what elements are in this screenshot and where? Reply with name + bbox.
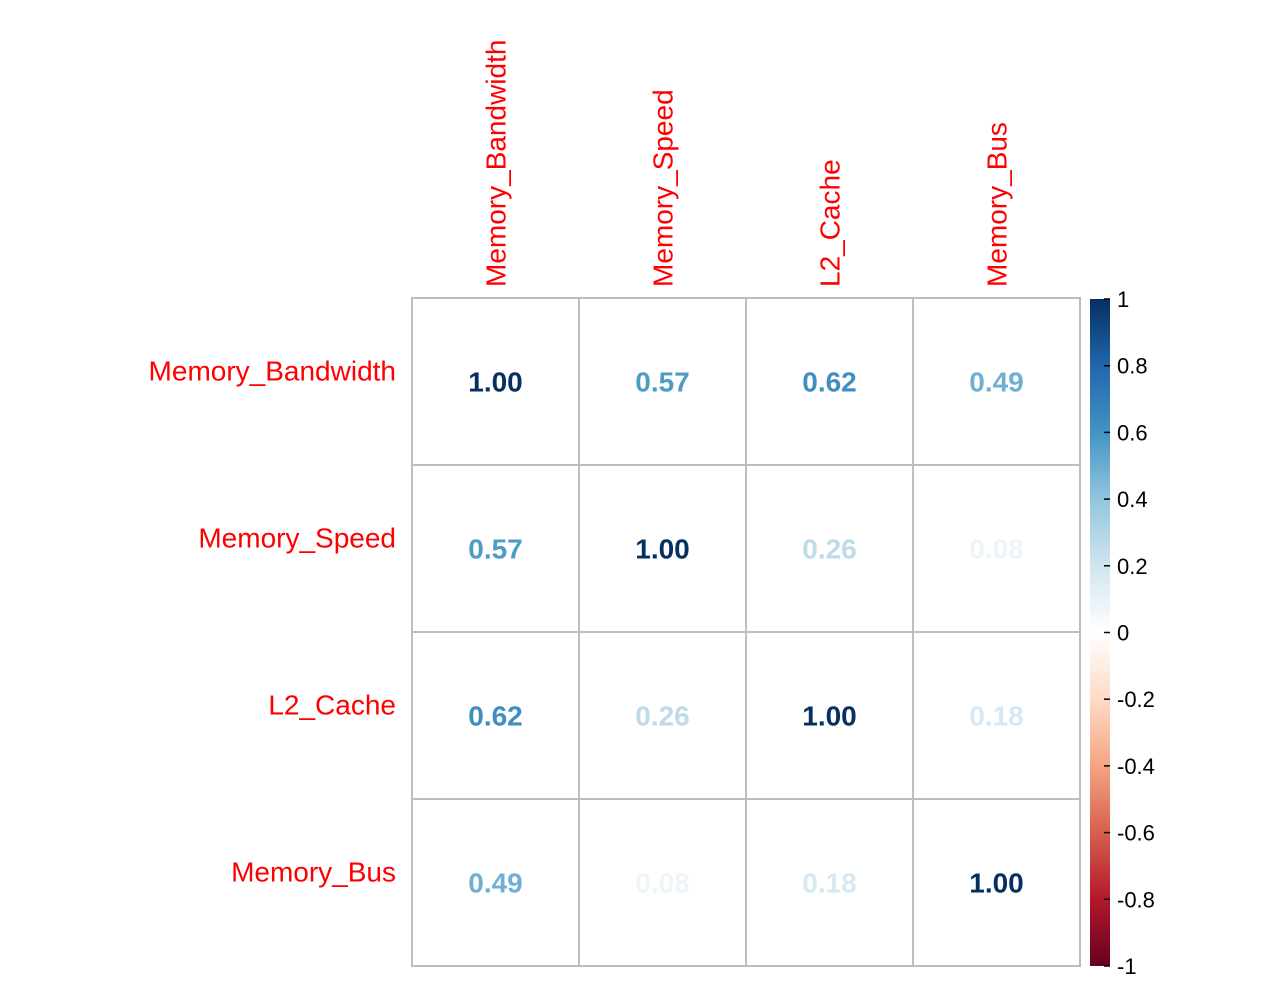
cell-value-label: 0.57 xyxy=(635,367,690,398)
colorbar-tick-label: -0.2 xyxy=(1117,687,1155,712)
row-label: L2_Cache xyxy=(268,690,396,721)
colorbar-tick-label: -1 xyxy=(1117,954,1137,979)
row-label: Memory_Bus xyxy=(231,857,396,888)
colorbar-tick-label: 0 xyxy=(1117,621,1129,646)
column-label: L2_Cache xyxy=(815,159,846,287)
cell-value-label: 0.18 xyxy=(969,701,1024,732)
cell-value-label: 0.26 xyxy=(802,534,857,565)
cell-value-label: 0.57 xyxy=(468,534,523,565)
colorbar-tick-label: 0.2 xyxy=(1117,554,1148,579)
matrix-cell xyxy=(411,297,580,466)
colorbar-tick-label: -0.6 xyxy=(1117,821,1155,846)
matrix-cell xyxy=(578,631,747,800)
matrix-cell xyxy=(411,464,580,633)
column-label: Memory_Bus xyxy=(982,122,1013,287)
colorbar-gradient xyxy=(1090,299,1110,966)
colorbar: 1 0.8 0.6 0.4 0.2 0 -0.2 -0.4 -0.6 -0.8 -1 xyxy=(1090,287,1155,979)
colorbar-tick-label: 0.4 xyxy=(1117,487,1148,512)
matrix-cell xyxy=(912,297,1081,466)
row-label: Memory_Bandwidth xyxy=(149,356,396,387)
matrix-cell xyxy=(411,798,580,967)
cell-value-label: 0.08 xyxy=(635,868,690,899)
matrix-cell xyxy=(912,631,1081,800)
matrix-cell xyxy=(578,464,747,633)
cell-value-label: 0.08 xyxy=(969,534,1024,565)
matrix-cell xyxy=(578,297,747,466)
column-label: Memory_Speed xyxy=(648,89,679,287)
correlation-matrix: 1.00 0.57 0.62 0.49 0.57 1.00 0.26 0.08 0.62 0.26… xyxy=(411,297,1081,967)
cell-value-label: 0.26 xyxy=(635,701,690,732)
column-labels: Memory_Bandwidth Memory_Speed L2_Cache Memo… xyxy=(481,40,1013,287)
matrix-cell xyxy=(578,798,747,967)
cell-value-label: 0.62 xyxy=(802,367,857,398)
cell-value-label: 0.62 xyxy=(468,701,523,732)
cell-value-label: 0.49 xyxy=(468,868,523,899)
column-label: Memory_Bandwidth xyxy=(481,40,512,287)
cell-value-label: 1.00 xyxy=(468,367,523,398)
matrix-cell xyxy=(745,297,914,466)
colorbar-tick-label: -0.4 xyxy=(1117,754,1155,779)
cell-value-label: 0.49 xyxy=(969,367,1024,398)
cell-value-label: 1.00 xyxy=(802,701,857,732)
cell-value-label: 1.00 xyxy=(969,868,1024,899)
matrix-cell xyxy=(912,464,1081,633)
colorbar-tick-label: 0.6 xyxy=(1117,420,1148,445)
cell-value-label: 0.18 xyxy=(802,868,857,899)
cell-value-label: 1.00 xyxy=(635,534,690,565)
row-label: Memory_Speed xyxy=(198,523,396,554)
row-labels: Memory_Bandwidth Memory_Speed L2_Cache Memo… xyxy=(149,356,396,888)
colorbar-tick-label: 0.8 xyxy=(1117,354,1148,379)
matrix-cell xyxy=(912,798,1081,967)
colorbar-tick-label: 1 xyxy=(1117,287,1129,312)
colorbar-tick-label: -0.8 xyxy=(1117,887,1155,912)
